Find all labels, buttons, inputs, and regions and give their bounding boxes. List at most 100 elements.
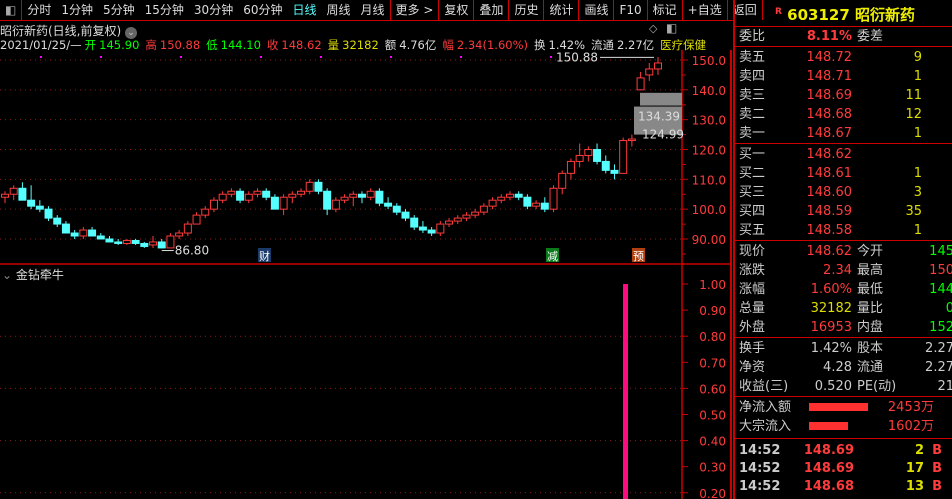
toolbar-item[interactable]: 标记 [646, 0, 682, 20]
stat-label: 涨跌 [739, 263, 766, 278]
price-tick-label: 110.0 [692, 173, 726, 187]
indicator-bar [623, 284, 628, 499]
flow-value: 2453万 [887, 400, 934, 415]
float-value: 2.27亿 [617, 38, 655, 52]
bid-row[interactable]: 买二 148.61 1 [737, 164, 952, 183]
candle-up [532, 202, 541, 207]
amt-value: 4.76亿 [399, 38, 437, 52]
stat-label-2: 流通 [857, 360, 884, 375]
ask-volume: 9 [913, 50, 922, 65]
amt-label: 额 [384, 38, 397, 52]
candle-up [279, 196, 288, 210]
toolbar-item[interactable]: 60分钟 [243, 3, 283, 17]
candle-up [488, 199, 497, 207]
candle-down [18, 187, 27, 201]
low-value: 144.10 [220, 38, 261, 52]
candle-down [105, 238, 114, 243]
candle-down [61, 223, 70, 234]
weibi-label: 委比 [739, 29, 766, 44]
candle-up [175, 232, 184, 237]
stat-label: 现价 [739, 244, 766, 259]
toolbar-item[interactable]: 15分钟 [144, 3, 184, 17]
panel-toggle-icon[interactable]: ◧ [666, 21, 678, 35]
tick-row: 14:52 148.68 13 B [737, 477, 952, 496]
toolbar-item[interactable]: 画线 [578, 0, 613, 20]
signal-dot [100, 56, 102, 58]
candle-up [505, 193, 514, 198]
bid-volume: 1 [913, 223, 922, 238]
gap-box [634, 106, 682, 135]
tick-side: B [932, 461, 942, 476]
flow-label: 大宗流入 [739, 419, 792, 434]
toolbar-item[interactable]: 1分钟 [61, 3, 93, 17]
stat-label-2: 内盘 [857, 320, 884, 335]
price-tick-label: 100.0 [692, 203, 726, 217]
stat-row: 涨幅 1.60% 最低 144 [737, 280, 952, 299]
ask-row[interactable]: 卖三 148.69 11 [737, 86, 952, 105]
candle-up [227, 190, 236, 195]
stat-value-2: 150 [929, 263, 952, 278]
dropdown-icon[interactable]: ⌄ [125, 27, 138, 39]
bid-row[interactable]: 买五 148.58 1 [737, 221, 952, 240]
ask-row[interactable]: 卖一 148.67 1 [737, 124, 952, 143]
layout-toggle-icon[interactable]: ◧ [5, 3, 17, 17]
stat-value: 1.60% [810, 282, 852, 297]
toolbar-item[interactable]: 复权 [438, 0, 473, 20]
indicator-tick-label: 1.00 [699, 278, 726, 292]
tick-price: 148.68 [803, 479, 854, 494]
ask-volume: 12 [905, 107, 922, 122]
flow-bar [809, 422, 848, 430]
candle-up [462, 214, 471, 219]
bid-price: 148.61 [806, 166, 853, 181]
toolbar-item[interactable]: F10 [613, 0, 646, 20]
candle-up [297, 190, 306, 195]
indicator-tick-label: 0.60 [699, 382, 726, 396]
tick-time: 14:52 [739, 479, 781, 494]
diamond-icon[interactable]: ◇ [649, 22, 658, 35]
price-tick-label: 140.0 [692, 84, 726, 98]
candle-up [218, 193, 227, 201]
candle-down [384, 202, 393, 207]
indicator-tick-label: 0.20 [699, 487, 726, 499]
candle-up [183, 223, 192, 234]
bid-row[interactable]: 买三 148.60 3 [737, 183, 952, 202]
candle-up [453, 217, 462, 222]
quote-panel: R 603127 昭衍新药 委比 8.11% 委差 卖五 148.72 9 卖四 148.7… [733, 0, 952, 499]
toolbar-item[interactable]: 更多 > [389, 0, 439, 20]
event-marker-text: 财 [259, 249, 270, 263]
candle-down [236, 190, 245, 201]
sector-tag[interactable]: 医疗保健 [660, 38, 707, 52]
candle-up [340, 196, 349, 201]
candle-up [497, 196, 506, 201]
signal-dot [550, 56, 552, 58]
toolbar-item[interactable]: 返回 [726, 0, 763, 20]
candle-up [636, 77, 645, 91]
tick-volume: 17 [905, 461, 924, 476]
toolbar-item[interactable]: 30分钟 [193, 3, 234, 17]
stat-value-2: 152 [929, 320, 952, 335]
toolbar-item[interactable]: 统计 [543, 0, 578, 20]
indicator-dropdown-icon[interactable]: ⌄ [2, 268, 16, 282]
ask-volume: 1 [913, 69, 922, 84]
toolbar-item[interactable]: 月线 [360, 3, 385, 17]
toolbar-item[interactable]: +自选 [681, 0, 727, 20]
bid-row[interactable]: 买一 148.62 [737, 145, 952, 164]
tick-row: 14:52 148.69 17 B [737, 459, 952, 478]
ask-row[interactable]: 卖五 148.72 9 [737, 48, 952, 67]
kline-chart[interactable]: 150.0 140.0 130.0 120.0 110.0 100.0 90.00 134.3… [0, 50, 733, 499]
candle-up [471, 211, 480, 216]
toolbar-item[interactable]: 叠加 [473, 0, 508, 20]
stat-label: 总量 [739, 301, 766, 316]
toolbar-item[interactable]: 5分钟 [103, 3, 135, 17]
toolbar-item[interactable]: 分时 [21, 0, 56, 20]
ask-row[interactable]: 卖四 148.71 1 [737, 67, 952, 86]
toolbar-item[interactable]: 周线 [326, 3, 351, 17]
close-label: 收 [266, 38, 279, 52]
ask-row[interactable]: 卖二 148.68 12 [737, 105, 952, 124]
bid-price: 148.59 [806, 204, 853, 219]
bid-row[interactable]: 买四 148.59 35 [737, 202, 952, 221]
date: 2021/01/25/— [0, 38, 82, 52]
flow-bar [809, 403, 869, 411]
toolbar-item[interactable]: 历史 [508, 0, 543, 20]
toolbar-item[interactable]: 日线 [292, 3, 317, 17]
